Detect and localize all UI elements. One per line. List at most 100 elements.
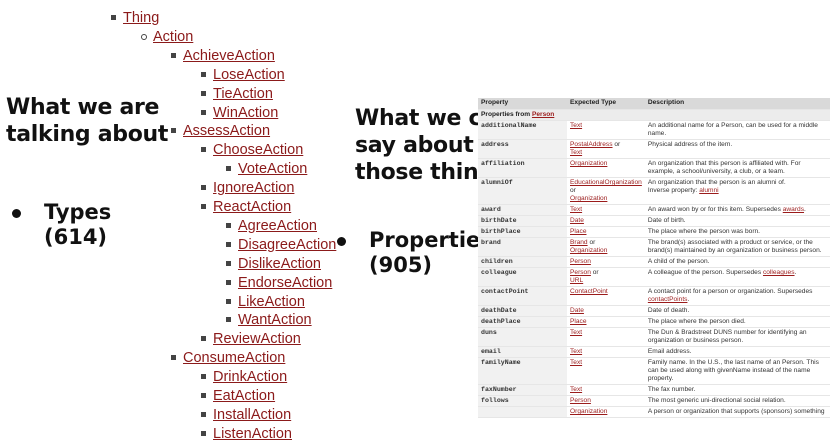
type-link[interactable]: Date [570,217,584,224]
tree-link[interactable]: EatAction [213,388,276,404]
description-text: The place where the person was born. [647,228,761,235]
tree-link[interactable]: LoseAction [213,66,285,83]
table-row: alumniOf EducationalOrganization or Organi… [478,177,830,205]
section-row: Properties from Person [478,109,830,121]
tree-link[interactable]: WinAction [213,104,279,121]
tree-link[interactable]: TieAction [213,85,273,102]
tree-item: Thing [111,9,159,27]
properties-label: Properties [369,228,493,252]
tree-link[interactable]: ChooseAction [213,142,304,159]
property-description: Date of death. [644,305,830,317]
tree-link[interactable]: AgreeAction [238,217,317,234]
property-name[interactable]: deathDate [478,305,567,317]
type-link[interactable]: Place [570,318,587,325]
header-expected-type: Expected Type [567,98,645,110]
type-link[interactable]: Brand [570,239,588,246]
type-link[interactable]: EducationalOrganization [570,179,642,186]
property-name[interactable]: duns [478,327,567,347]
tree-link[interactable]: VoteAction [238,161,308,178]
list-bullet-icon [111,15,116,20]
list-bullet-icon [201,109,206,115]
tree-link[interactable]: Action [153,28,194,45]
list-bullet-icon [201,411,206,417]
description-text: An organization that the person is an al… [647,179,786,186]
tree-item: AgreeAction [226,217,317,235]
type-link[interactable]: Person [570,397,591,404]
tree-item: LikeAction [226,293,305,311]
property-name[interactable]: contactPoint [478,286,567,306]
supersedes-link[interactable]: colleagues [762,269,795,276]
type-link[interactable]: Organization [570,247,608,254]
tree-item: EatAction [201,387,275,405]
property-name[interactable]: follows [478,395,567,407]
type-link[interactable]: Text [570,386,583,393]
type-link[interactable]: Text [570,149,583,156]
tree-link[interactable]: Thing [123,10,160,26]
tree-link[interactable]: DrinkAction [213,369,288,386]
property-name[interactable]: deathPlace [478,316,567,328]
tree-link[interactable]: IgnoreAction [213,180,295,197]
property-name[interactable] [478,406,567,418]
list-bullet-icon [171,52,176,58]
description-text: Email address. [647,348,692,355]
tree-link[interactable]: ReactAction [213,199,292,215]
property-name[interactable]: familyName [478,357,567,385]
tree-link[interactable]: InstallAction [213,406,292,423]
property-name[interactable]: birthDate [478,215,567,227]
property-name[interactable]: address [478,139,567,159]
property-name[interactable]: award [478,204,567,216]
table-row: deathPlace Place The place where the perso… [478,316,830,328]
type-link[interactable]: Text [570,348,583,355]
type-link[interactable]: URL [570,277,584,284]
tree-item: ReviewAction [201,330,301,348]
tree-link[interactable]: ConsumeAction [183,350,286,367]
tree-link[interactable]: DislikeAction [238,255,321,272]
property-name[interactable]: alumniOf [478,177,567,205]
tree-item: InstallAction [201,406,291,424]
supersedes-link[interactable]: contactPoints [647,296,688,303]
section-person-link[interactable]: Person [531,111,555,118]
type-link[interactable]: Organization [570,195,608,202]
type-link[interactable]: ContactPoint [570,288,608,295]
left-heading-line2: talking about [6,122,169,147]
type-link[interactable]: Organization [570,408,608,415]
property-name[interactable]: colleague [478,267,567,287]
types-count: (614) [44,225,108,249]
supersedes-link[interactable]: awards [782,206,805,213]
or-separator: or [590,269,599,276]
tree-link[interactable]: AssessAction [183,123,271,140]
bullet-dot-icon [12,209,21,218]
type-link[interactable]: Person [570,269,591,276]
type-link[interactable]: Person [570,258,591,265]
property-name[interactable]: affiliation [478,158,567,178]
type-link[interactable]: Text [570,359,583,366]
tree-link[interactable]: AchieveAction [183,47,275,64]
description-text: Family name. In the U.S., the last name … [647,359,819,382]
property-name[interactable]: birthPlace [478,226,567,238]
or-separator: or [570,187,576,194]
type-link[interactable]: Text [570,122,583,129]
property-name[interactable]: email [478,346,567,358]
type-link[interactable]: Text [570,206,583,213]
property-name[interactable]: additionalName [478,120,567,140]
type-link[interactable]: Organization [570,160,608,167]
tree-link[interactable]: WantAction [238,312,312,329]
list-bullet-icon [201,393,206,398]
type-link[interactable]: Text [570,329,583,336]
type-link[interactable]: Date [570,307,584,314]
type-link[interactable]: Place [570,228,587,235]
tree-link[interactable]: ListenAction [213,425,292,442]
inverse-property-link[interactable]: alumni [699,187,719,194]
property-name[interactable]: faxNumber [478,384,567,396]
tree-link[interactable]: EndorseAction [238,274,333,291]
tree-item: TieAction [201,85,273,103]
property-description: The place where the person was born. [644,226,830,238]
property-name[interactable]: brand [478,237,567,257]
property-name[interactable]: children [478,256,567,268]
type-link[interactable]: PostalAddress [570,141,613,148]
tree-link[interactable]: DisagreeAction [238,236,337,253]
tree-link[interactable]: ReviewAction [213,331,301,348]
expected-type: EducationalOrganization or Organization [567,177,645,205]
tree-link[interactable]: LikeAction [238,293,305,310]
header-description: Description [644,98,830,110]
